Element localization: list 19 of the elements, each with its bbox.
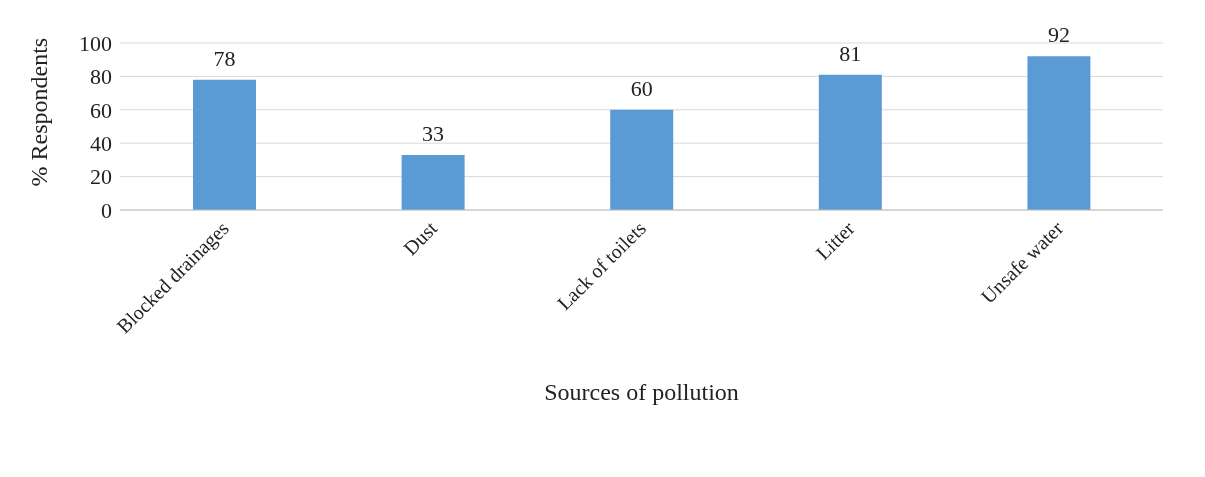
y-axis-title: % Respondents xyxy=(25,37,52,187)
y-tick-label: 100 xyxy=(79,30,112,56)
data-label: 78 xyxy=(213,45,236,71)
data-label: 60 xyxy=(630,75,653,101)
x-tick-label: Dust xyxy=(399,216,442,260)
bar xyxy=(193,79,257,210)
bar xyxy=(1027,56,1091,210)
x-axis-title: Sources of pollution xyxy=(544,379,739,405)
y-tick-label: 80 xyxy=(90,64,112,90)
bar xyxy=(401,154,465,210)
data-label: 81 xyxy=(839,40,862,66)
y-tick-label: 40 xyxy=(90,131,112,157)
bar xyxy=(610,109,674,210)
y-tick-label: 0 xyxy=(101,197,112,223)
data-label: 92 xyxy=(1047,22,1070,48)
y-tick-label: 60 xyxy=(90,97,112,123)
bar xyxy=(818,74,882,210)
y-tick-label: 20 xyxy=(90,164,112,190)
data-label: 33 xyxy=(422,120,445,146)
